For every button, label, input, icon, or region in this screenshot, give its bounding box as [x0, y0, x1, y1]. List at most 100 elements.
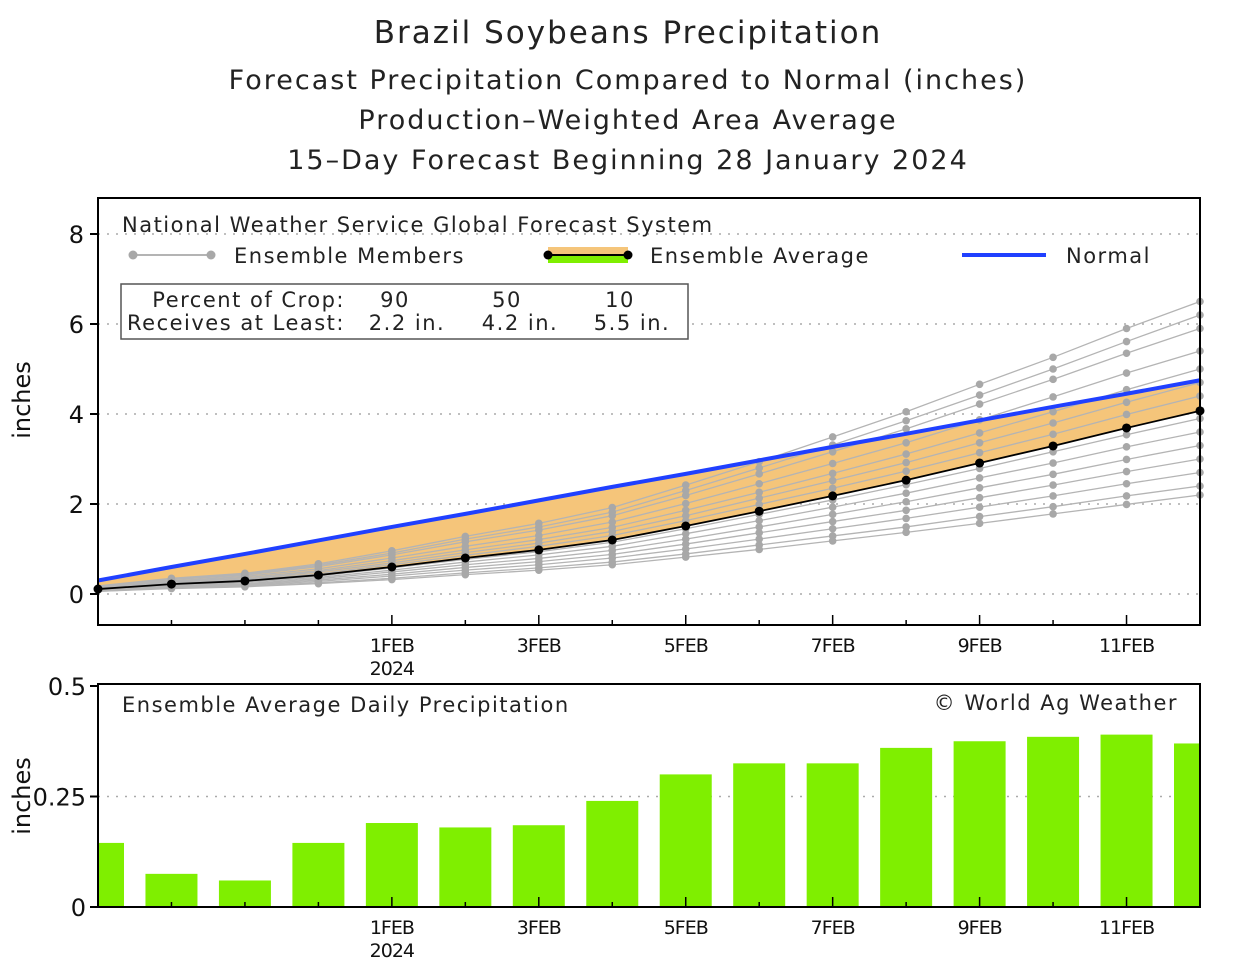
ensemble-member-point: [828, 433, 837, 441]
ensemble-member-point: [608, 560, 617, 569]
legend-normal-label: Normal: [1066, 244, 1151, 268]
y-tick-label: 6: [69, 311, 84, 339]
ensemble-average-point: [975, 458, 985, 468]
ensemble-member-point: [755, 488, 763, 497]
ensemble-member-point: [755, 494, 763, 502]
ensemble-member-point: [681, 491, 690, 500]
ensemble-member-point: [828, 476, 837, 485]
daily-precip-bar: [439, 827, 492, 907]
ensemble-average-point: [901, 475, 911, 485]
chart-subtitle: Forecast Precipitation Compared to Norma…: [229, 65, 1028, 96]
ensemble-average-point: [607, 535, 617, 545]
ensemble-member-line: [97, 350, 1201, 588]
daily-precip-bar: [659, 774, 712, 907]
crop-table-box: [120, 283, 689, 340]
ensemble-member-point: [1049, 419, 1057, 427]
ensemble-member-point: [1049, 365, 1057, 373]
ensemble-member-point: [975, 400, 984, 408]
ensemble-average-point: [313, 570, 323, 580]
ensemble-member-point: [755, 479, 763, 488]
crop-percent-50: 50: [492, 288, 522, 312]
legend-average-dot: [623, 250, 633, 260]
y-tick-label: 0: [71, 894, 86, 922]
ensemble-member-point: [902, 416, 910, 425]
legend-average-dot: [543, 250, 553, 260]
ensemble-average-point: [166, 579, 176, 589]
ensemble-average-line: [97, 409, 1201, 590]
daily-precip-bar: [586, 800, 639, 907]
ensemble-member-line: [97, 458, 1201, 592]
ensemble-member-point: [1049, 430, 1057, 439]
ensemble-member-point: [1049, 492, 1057, 500]
ensemble-member-point: [1122, 455, 1131, 464]
ensemble-member-point: [902, 489, 910, 498]
ensemble-member-point: [902, 506, 910, 515]
legend-members-dot: [206, 250, 216, 260]
ensemble-member-point: [902, 497, 910, 506]
y-tick-label: 4: [69, 401, 84, 429]
ensemble-member-point: [681, 499, 690, 508]
plot-background: [98, 684, 1200, 907]
ensemble-member-line: [97, 395, 1201, 590]
daily-precip-bar: [365, 823, 418, 907]
crop-percent-10: 10: [605, 288, 635, 312]
top-y-axis-label: inches: [8, 361, 36, 439]
legend-average-bar: [548, 255, 628, 263]
ensemble-member-line: [97, 314, 1201, 587]
ensemble-member-point: [828, 537, 837, 545]
ensemble-member-point: [1122, 492, 1131, 500]
ensemble-member-point: [1049, 375, 1057, 384]
ensemble-member-point: [975, 448, 984, 457]
ensemble-average-point: [1122, 423, 1132, 433]
ensemble-member-point: [681, 506, 690, 515]
source-label: National Weather Service Global Forecast…: [122, 213, 714, 237]
ensemble-member-point: [535, 526, 543, 534]
crop-row1-label: Percent of Crop:: [152, 288, 345, 312]
x-tick-label: 7FEB: [811, 635, 855, 657]
crop-row2-label: Receives at Least:: [127, 311, 345, 335]
cumulative-precip-plot: 0 2 4 6 8 1FEB 3FEB 5FEB 7FEB 9FEB 11FEB 2024: [69, 197, 1205, 680]
ensemble-member-point: [828, 469, 837, 478]
legend-average-fill: [548, 247, 628, 255]
chart-title: Brazil Soybeans Precipitation: [374, 15, 883, 51]
bottom-plot-title: Ensemble Average Daily Precipitation: [122, 693, 570, 717]
ensemble-member-point: [828, 503, 837, 511]
ensemble-member-point: [828, 517, 837, 526]
ensemble-member-point: [1122, 398, 1131, 407]
ensemble-member-point: [755, 523, 763, 531]
ensemble-average-point: [828, 491, 838, 501]
x-tick-label: 11FEB: [1099, 917, 1154, 939]
ensemble-member-point: [1122, 410, 1131, 419]
x-tick-label: 3FEB: [517, 635, 561, 657]
x-tick-year: 2024: [370, 940, 415, 962]
ensemble-member-point: [1122, 479, 1131, 488]
plot-frame: [97, 197, 1201, 626]
ensemble-member-point: [828, 448, 837, 456]
ensemble-member-point: [902, 467, 910, 475]
ensemble-member-point: [1049, 481, 1057, 489]
ensemble-member-point: [828, 459, 837, 468]
ensemble-member-line: [97, 300, 1201, 587]
ensemble-member-point: [608, 518, 617, 526]
daily-precip-bar: [953, 741, 1006, 907]
x-tick-label: 9FEB: [958, 635, 1002, 657]
x-tick-label: 1FEB: [370, 917, 414, 939]
legend-members-label: Ensemble Members: [234, 244, 465, 268]
x-tick-label: 9FEB: [958, 917, 1002, 939]
ensemble-member-line: [97, 381, 1201, 589]
legend-average: Ensemble Average: [543, 244, 868, 268]
ensemble-member-point: [902, 514, 910, 523]
legend-normal: Normal: [962, 244, 1151, 268]
x-tick-label: 3FEB: [517, 917, 561, 939]
x-tick-label: 5FEB: [664, 917, 708, 939]
ensemble-member-point: [681, 529, 690, 538]
ensemble-member-line: [97, 471, 1201, 592]
legend-members: Ensemble Members: [128, 244, 465, 268]
daily-precip-bar: [98, 842, 124, 907]
ensemble-average-point: [240, 576, 250, 586]
ensemble-member-point: [1049, 407, 1057, 416]
ensemble-member-point: [975, 429, 984, 437]
ensemble-member-point: [975, 503, 984, 511]
ensemble-member: [97, 491, 1204, 593]
ensemble-member-point: [1122, 443, 1131, 451]
